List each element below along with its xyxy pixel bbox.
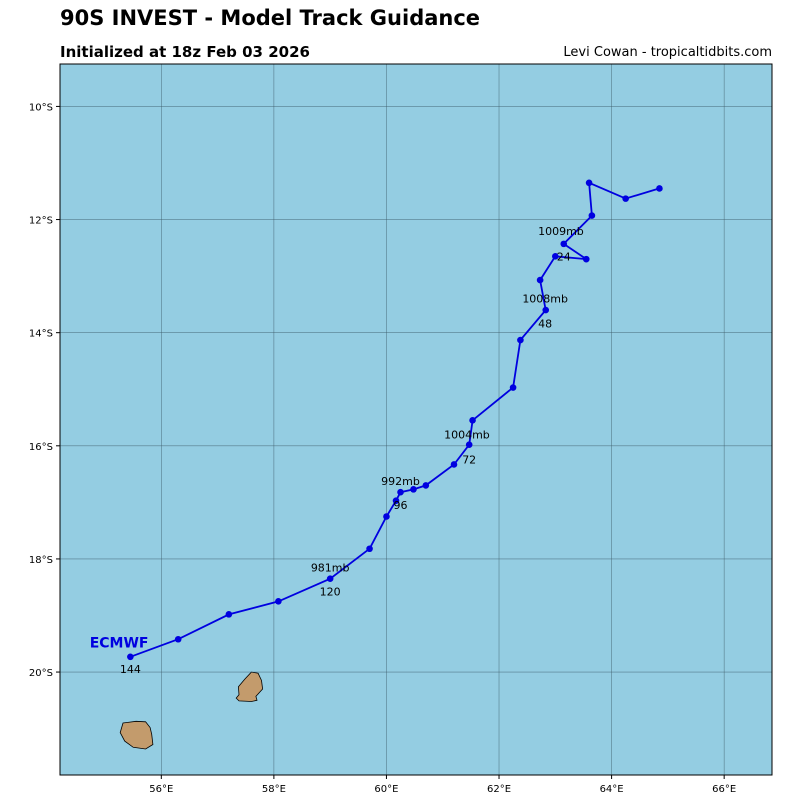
track-point bbox=[397, 488, 404, 496]
track-point bbox=[174, 635, 182, 643]
track-point bbox=[582, 255, 590, 263]
track-annotation: 1004mb bbox=[444, 428, 490, 441]
track-annotation: 120 bbox=[320, 586, 341, 599]
track-annotation: 144 bbox=[120, 663, 141, 676]
track-annotation: 992mb bbox=[381, 475, 420, 488]
track-point bbox=[542, 306, 550, 314]
lat-tick-label: 10°S bbox=[29, 102, 53, 113]
model-label-ecmwf: ECMWF bbox=[90, 636, 149, 652]
track-annotation: 24 bbox=[557, 250, 571, 263]
track-point bbox=[366, 545, 373, 553]
island-reunion bbox=[119, 720, 154, 750]
initialization-time: Initialized at 18z Feb 03 2026 bbox=[60, 43, 310, 61]
track-point bbox=[536, 276, 544, 284]
map-frame bbox=[59, 63, 773, 776]
track-layer bbox=[127, 179, 663, 661]
land-layer bbox=[119, 671, 264, 750]
page-title: 90S INVEST - Model Track Guidance bbox=[60, 6, 481, 30]
lon-tick-label: 66°E bbox=[712, 784, 736, 795]
track-point bbox=[127, 653, 134, 661]
lat-tick-label: 16°S bbox=[29, 442, 53, 453]
lat-tick-label: 14°S bbox=[29, 329, 53, 340]
track-point bbox=[560, 240, 568, 248]
track-point bbox=[422, 482, 430, 489]
lat-tick-label: 12°S bbox=[29, 216, 53, 227]
lat-tick-label: 20°S bbox=[29, 668, 53, 679]
track-point bbox=[509, 384, 517, 391]
track-point bbox=[450, 461, 458, 468]
track-point bbox=[585, 179, 593, 187]
lon-tick-label: 58°E bbox=[262, 784, 286, 795]
track-point bbox=[622, 195, 629, 202]
credit-text: Levi Cowan - tropicaltidbits.com bbox=[563, 45, 772, 60]
track-point bbox=[410, 486, 417, 493]
track-point bbox=[392, 497, 400, 504]
track-annotation: 72 bbox=[462, 453, 476, 466]
track-point bbox=[517, 336, 524, 344]
track-point bbox=[588, 212, 596, 219]
island-mauritius bbox=[235, 671, 264, 702]
label-layer: 1009mb 24 1008mb 48 1004mb 72 992mb 96 981mb 120 1… bbox=[90, 225, 584, 676]
track-annotation: 1009mb bbox=[538, 225, 584, 238]
track-point bbox=[469, 417, 476, 424]
track-annotation: 1008mb bbox=[522, 293, 568, 306]
track-point bbox=[326, 575, 334, 583]
track-point bbox=[275, 598, 282, 605]
track-point bbox=[225, 611, 233, 618]
ocean-background bbox=[60, 64, 772, 775]
track-point bbox=[465, 441, 473, 448]
lon-tick-label: 60°E bbox=[374, 784, 398, 795]
track-point bbox=[383, 513, 390, 520]
track-point bbox=[656, 185, 663, 192]
grid-layer bbox=[60, 64, 772, 775]
lat-tick-label: 18°S bbox=[29, 555, 53, 566]
track-annotation: 981mb bbox=[311, 561, 350, 574]
lon-tick-label: 62°E bbox=[487, 784, 511, 795]
track-annotation: 48 bbox=[538, 318, 552, 331]
lon-tick-label: 56°E bbox=[149, 784, 173, 795]
track-annotation: 96 bbox=[394, 499, 408, 512]
lon-tick-label: 64°E bbox=[600, 784, 624, 795]
track-point bbox=[552, 253, 559, 260]
axis-ticks: 56°E 58°E 60°E 62°E 64°E 66°E 10°S 12°S 14°S 16°S… bbox=[29, 102, 736, 795]
